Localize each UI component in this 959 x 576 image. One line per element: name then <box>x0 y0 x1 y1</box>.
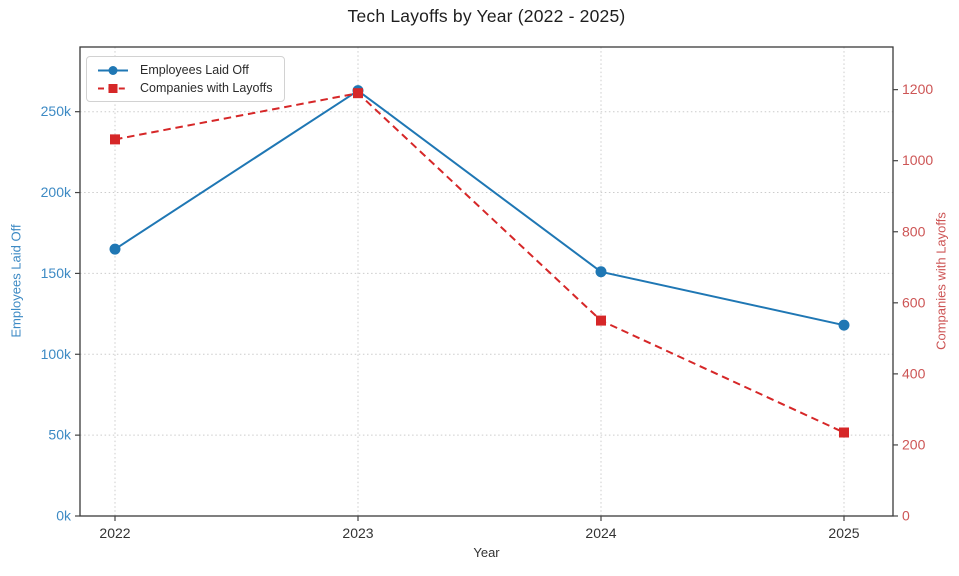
series-line-1 <box>114 92 845 434</box>
right-tick-label: 400 <box>902 365 926 381</box>
legend-label-employees: Employees Laid Off <box>140 63 249 77</box>
x-tick-label: 2025 <box>828 525 859 541</box>
legend-label-companies: Companies with Layoffs <box>140 81 273 95</box>
left-tick-label: 50k <box>48 427 72 443</box>
right-tick-label: 800 <box>902 223 926 239</box>
right-tick-label: 1000 <box>902 152 933 168</box>
series-marker-1 <box>839 427 849 438</box>
series-marker-0 <box>109 243 121 255</box>
x-tick-label: 2024 <box>585 525 616 541</box>
left-tick-label: 100k <box>41 346 72 362</box>
series-marker-1 <box>596 315 606 326</box>
series-marker-0 <box>595 266 607 278</box>
left-tick-label: 200k <box>41 184 72 200</box>
right-tick-label: 200 <box>902 436 926 452</box>
legend-item-companies: Companies with Layoffs <box>96 81 272 95</box>
x-tick-label: 2023 <box>342 525 373 541</box>
series-line-0 <box>114 89 845 327</box>
y-axis-label-right: Companies with Layoffs <box>933 212 949 350</box>
left-tick-label: 0k <box>56 508 72 524</box>
left-tick-label: 250k <box>41 103 72 119</box>
chart-title: Tech Layoffs by Year (2022 - 2025) <box>347 6 626 26</box>
x-tick-label: 2022 <box>99 525 130 541</box>
series-marker-0 <box>838 319 850 331</box>
legend-item-employees: Employees Laid Off <box>96 63 272 77</box>
legend: Employees Laid Off Companies with Layoff… <box>86 56 286 102</box>
legend-swatch-line-circle-icon <box>98 65 128 75</box>
x-axis-label: Year <box>473 545 500 560</box>
left-tick-label: 150k <box>41 265 72 281</box>
y-axis-label-left: Employees Laid Off <box>8 224 24 338</box>
right-tick-label: 0 <box>902 508 910 524</box>
right-tick-label: 600 <box>902 294 926 310</box>
right-tick-label: 1200 <box>902 81 933 97</box>
legend-swatch-dash-square-icon <box>98 83 128 93</box>
series-marker-1 <box>353 88 363 99</box>
series-marker-1 <box>110 134 120 145</box>
plot-border <box>79 46 894 517</box>
